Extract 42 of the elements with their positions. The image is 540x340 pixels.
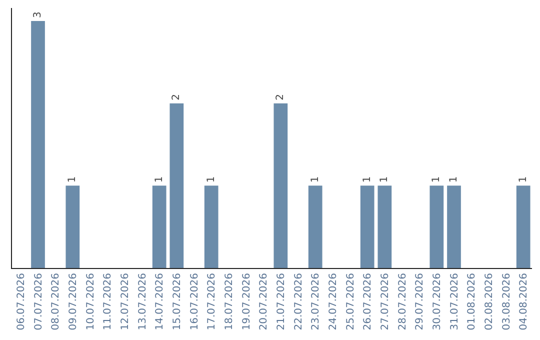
x-tick-label: 02.08.2026 [484,273,495,330]
x-tick-label: 14.07.2026 [154,273,166,330]
x-tick-label: 15.07.2026 [172,273,183,330]
data-label: 1 [362,176,373,183]
x-tick-label: 17.07.2026 [206,273,218,330]
x-tick-label: 19.07.2026 [241,273,252,330]
x-tick-label: 03.08.2026 [501,273,512,330]
data-label: 1 [310,176,321,183]
data-label: 1 [206,176,217,183]
x-tick-label: 26.07.2026 [362,273,374,330]
x-tick-label: 18.07.2026 [224,273,235,330]
x-tick-label: 24.07.2026 [328,273,339,330]
x-tick-label: 23.07.2026 [310,273,322,330]
data-label: 1 [379,176,390,183]
data-label: 1 [154,176,165,183]
data-label: 2 [275,94,286,100]
x-tick-label: 27.07.2026 [380,273,391,330]
x-tick-label: 29.07.2026 [414,273,426,330]
x-tick-label: 16.07.2026 [189,273,200,330]
data-label: 1 [448,176,460,183]
x-tick-label: 20.07.2026 [258,273,270,330]
x-tick-label: 28.07.2026 [397,273,408,330]
data-label: 2 [171,94,182,100]
x-tick-label: 25.07.2026 [345,273,356,330]
x-tick-label: 08.07.2026 [50,273,62,330]
x-tick-label: 10.07.2026 [85,273,96,330]
x-tick-label: 12.07.2026 [120,273,131,330]
x-tick-label: 11.07.2026 [102,273,114,330]
x-tick-label: 22.07.2026 [293,273,304,330]
data-label: 1 [431,176,442,183]
x-tick-label: 04.08.2026 [518,273,530,330]
x-tick-label: 13.07.2026 [137,273,148,330]
data-label: 3 [32,12,44,18]
data-label: 1 [518,176,529,183]
x-tick-label: 30.07.2026 [432,273,443,330]
x-tick-label: 07.07.2026 [33,273,44,330]
x-tick-label: 21.07.2026 [276,273,287,330]
data-label: 1 [67,176,78,183]
x-tick-label: 31.07.2026 [449,273,460,330]
x-tick-label: 01.08.2026 [466,273,478,330]
x-tick-label: 09.07.2026 [68,273,79,330]
x-tick-label: 06.07.2026 [16,273,27,330]
